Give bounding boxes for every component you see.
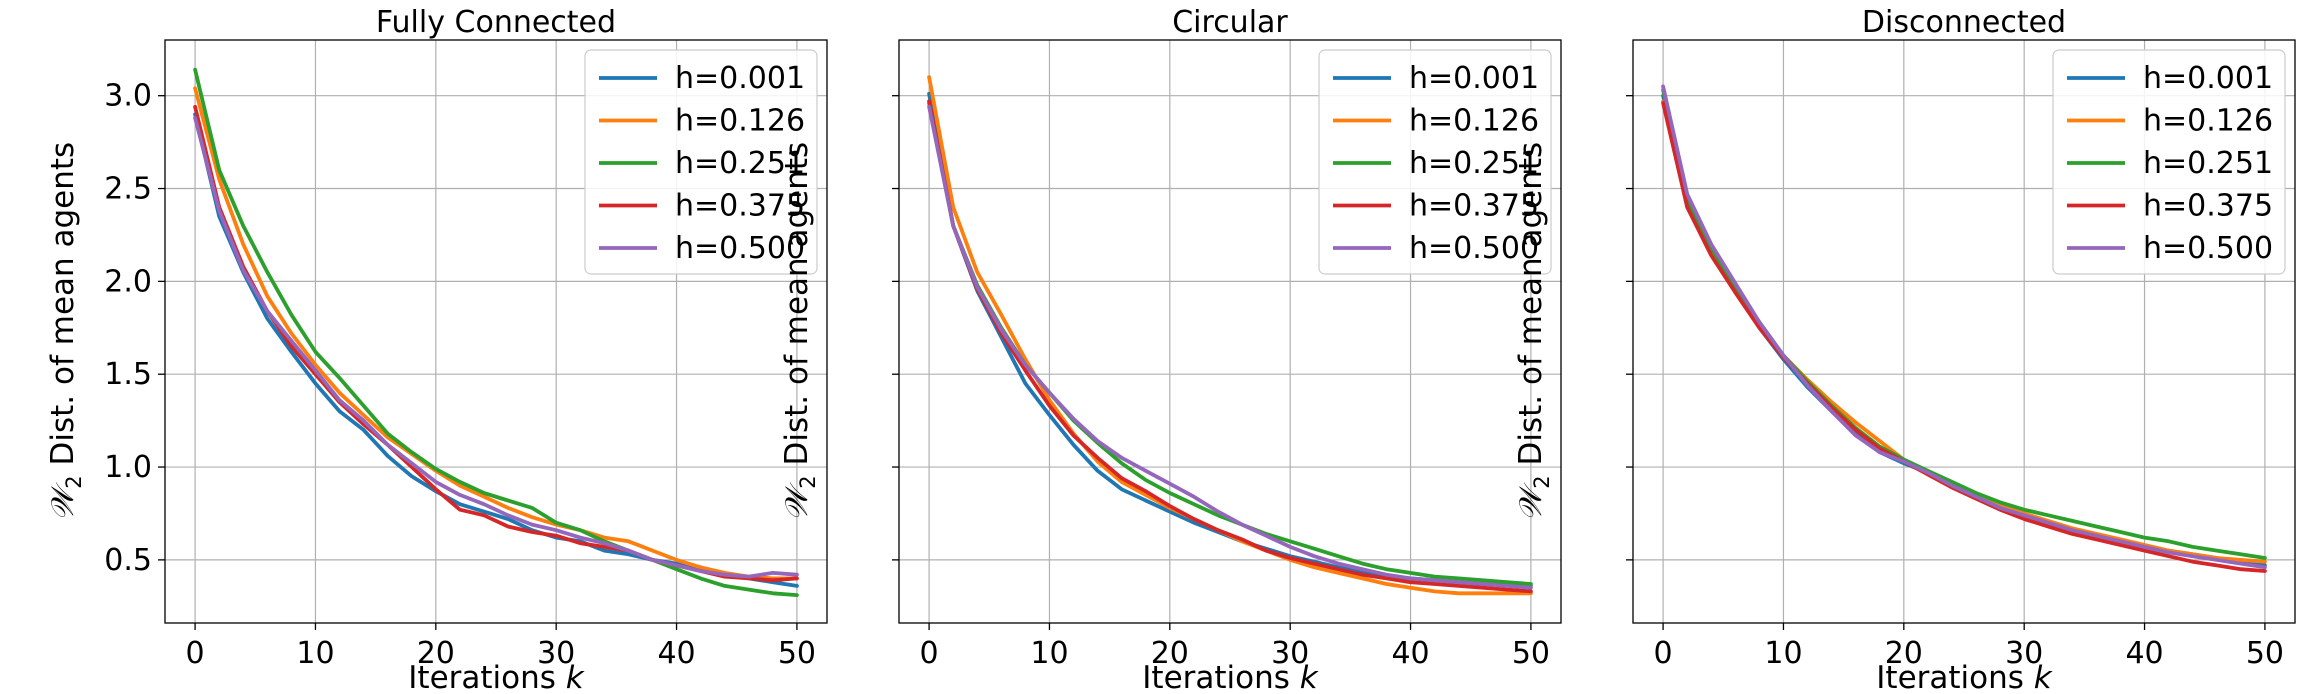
x-tick-label: 0	[186, 636, 205, 671]
legend-entry: h=0.500	[675, 231, 805, 266]
series-line	[193, 116, 799, 579]
legend-entry: h=0.500	[1409, 231, 1539, 266]
legend-entry: h=0.375	[2143, 189, 2273, 224]
legend-entry: h=0.001	[675, 61, 805, 96]
x-tick-label: 50	[1512, 636, 1550, 671]
y-tick-label: 1.0	[104, 450, 152, 485]
x-tick-label: 50	[2246, 636, 2284, 671]
x-axis-label: Iterations k	[1142, 660, 1319, 694]
y-tick-label: 2.0	[104, 264, 152, 299]
legend: h=0.001 h=0.126 h=0.251 h=0.375 h=0.500	[1318, 49, 1552, 275]
x-tick-label: 30	[2005, 636, 2043, 671]
series-line	[927, 104, 1533, 590]
x-tick-label: 0	[1654, 636, 1673, 671]
y-tick-label: 3.0	[104, 79, 152, 114]
y-axis-label: 𝒲2 Dist. of mean agents	[1513, 142, 1554, 521]
x-tick-label: 40	[657, 636, 695, 671]
series-line	[927, 99, 1533, 594]
x-tick-label: 10	[1764, 636, 1802, 671]
legend-entry: h=0.500	[2143, 231, 2273, 266]
legend-entry: h=0.126	[675, 104, 805, 139]
axes-frame	[1632, 39, 2296, 624]
legend-entry: h=0.375	[675, 189, 805, 224]
legend-entry: h=0.251	[2143, 146, 2273, 181]
legend-box	[2052, 49, 2286, 275]
legend-entry: h=0.375	[1409, 189, 1539, 224]
x-tick-label: 50	[778, 636, 816, 671]
y-axis-label: 𝒲2 Dist. of mean agents	[779, 142, 820, 521]
legend-entry: h=0.251	[675, 146, 805, 181]
x-tick-label: 20	[1151, 636, 1189, 671]
legend-entry: h=0.001	[1409, 61, 1539, 96]
series-line	[193, 86, 799, 581]
x-axis-label: Iterations k	[1876, 660, 2053, 694]
series-line	[1661, 84, 2267, 570]
x-tick-label: 0	[920, 636, 939, 671]
x-axis-label: Iterations k	[408, 660, 585, 694]
x-tick-label: 40	[2125, 636, 2163, 671]
legend-entry: h=0.001	[2143, 61, 2273, 96]
legend: h=0.001 h=0.126 h=0.251 h=0.375 h=0.500	[2052, 49, 2286, 275]
legend: h=0.001 h=0.126 h=0.251 h=0.375 h=0.500	[584, 49, 818, 275]
x-tick-label: 30	[537, 636, 575, 671]
axes-frame	[898, 39, 1562, 624]
legend-box	[584, 49, 818, 275]
chart-title: Fully Connected	[376, 5, 616, 40]
y-tick-label: 2.5	[104, 172, 152, 207]
chart-title: Disconnected	[1862, 5, 2066, 40]
x-tick-label: 40	[1391, 636, 1429, 671]
subplot: 0 10 20 30 40 50 Disconnected Iterations k 𝒲2 Di…	[1513, 5, 2296, 694]
x-tick-label: 30	[1271, 636, 1309, 671]
subplot: 0 10 20 30 40 50 0.5 1.0 1.5 2.0 2.5 3.0 Fully Conne…	[45, 5, 828, 694]
x-tick-label: 10	[296, 636, 334, 671]
x-tick-label: 20	[1885, 636, 1923, 671]
legend-entry: h=0.126	[1409, 104, 1539, 139]
y-tick-label: 1.5	[104, 357, 152, 392]
legend-entry: h=0.126	[2143, 104, 2273, 139]
chart-title: Circular	[1172, 5, 1288, 40]
legend-entry: h=0.251	[1409, 146, 1539, 181]
subplot: 0 10 20 30 40 50 Circular Iterations k 𝒲2 Dist. …	[779, 5, 1562, 694]
x-tick-label: 10	[1030, 636, 1068, 671]
y-tick-label: 0.5	[104, 543, 152, 578]
y-axis-label: 𝒲2 Dist. of mean agents	[45, 142, 86, 521]
series-line	[193, 67, 799, 597]
axes-frame	[164, 39, 828, 624]
legend-box	[1318, 49, 1552, 275]
x-tick-label: 20	[417, 636, 455, 671]
